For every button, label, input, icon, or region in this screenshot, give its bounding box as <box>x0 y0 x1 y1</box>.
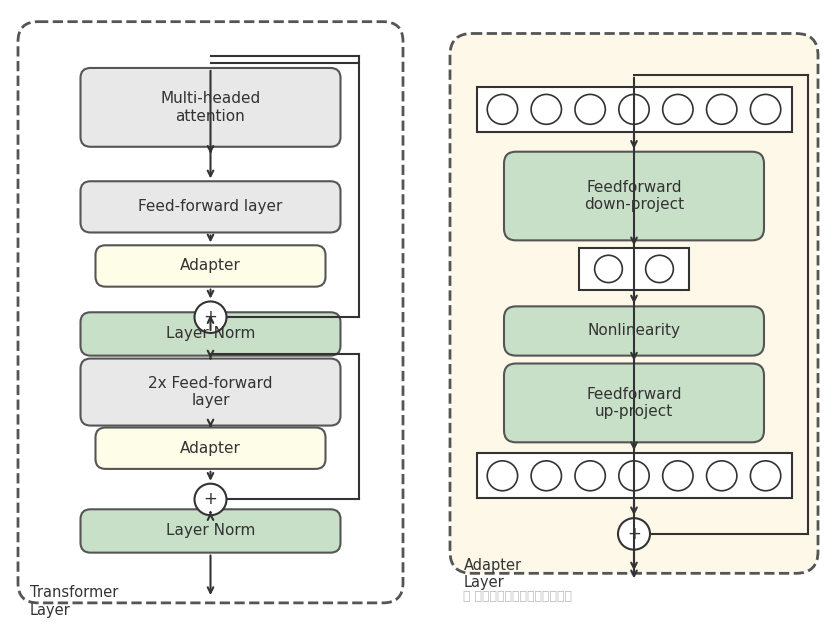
Text: +: + <box>204 490 217 509</box>
Circle shape <box>531 461 561 490</box>
Circle shape <box>619 461 649 490</box>
FancyBboxPatch shape <box>95 245 326 286</box>
Circle shape <box>595 255 622 283</box>
Circle shape <box>706 94 737 124</box>
FancyBboxPatch shape <box>504 364 764 442</box>
FancyBboxPatch shape <box>80 68 341 147</box>
Circle shape <box>195 484 226 515</box>
Circle shape <box>531 94 561 124</box>
Text: Feedforward
down-project: Feedforward down-project <box>584 180 684 212</box>
FancyBboxPatch shape <box>95 427 326 469</box>
Text: Transformer
Layer: Transformer Layer <box>30 585 119 618</box>
Bar <box>477 453 792 499</box>
Circle shape <box>706 461 737 490</box>
Text: +: + <box>204 308 217 326</box>
Text: Adapter
Layer: Adapter Layer <box>464 558 522 590</box>
Circle shape <box>751 94 781 124</box>
Circle shape <box>663 461 693 490</box>
Bar <box>579 248 689 290</box>
Circle shape <box>618 518 650 550</box>
Text: Adapter: Adapter <box>180 258 241 273</box>
FancyBboxPatch shape <box>504 152 764 240</box>
FancyBboxPatch shape <box>80 509 341 553</box>
Text: Adapter: Adapter <box>180 441 241 456</box>
Text: 📱 公众号・大模型自然语言处理: 📱 公众号・大模型自然语言处理 <box>463 590 572 603</box>
Text: Layer Norm: Layer Norm <box>166 524 256 539</box>
Circle shape <box>575 461 605 490</box>
Circle shape <box>195 301 226 333</box>
Text: Nonlinearity: Nonlinearity <box>588 323 681 338</box>
FancyBboxPatch shape <box>504 306 764 356</box>
Circle shape <box>663 94 693 124</box>
Text: Feedforward
up-project: Feedforward up-project <box>586 387 681 419</box>
Circle shape <box>619 94 649 124</box>
Text: Layer Norm: Layer Norm <box>166 326 256 341</box>
FancyBboxPatch shape <box>80 181 341 233</box>
Circle shape <box>575 94 605 124</box>
FancyBboxPatch shape <box>80 312 341 356</box>
Text: 2x Feed-forward
layer: 2x Feed-forward layer <box>149 376 273 408</box>
Text: Multi-headed
attention: Multi-headed attention <box>160 91 261 124</box>
FancyBboxPatch shape <box>450 34 818 573</box>
Circle shape <box>645 255 673 283</box>
Text: Feed-forward layer: Feed-forward layer <box>139 200 283 215</box>
FancyBboxPatch shape <box>18 22 403 603</box>
Bar <box>477 87 792 132</box>
Circle shape <box>488 94 518 124</box>
Text: +: + <box>627 525 641 543</box>
Circle shape <box>751 461 781 490</box>
Circle shape <box>488 461 518 490</box>
FancyBboxPatch shape <box>80 359 341 426</box>
